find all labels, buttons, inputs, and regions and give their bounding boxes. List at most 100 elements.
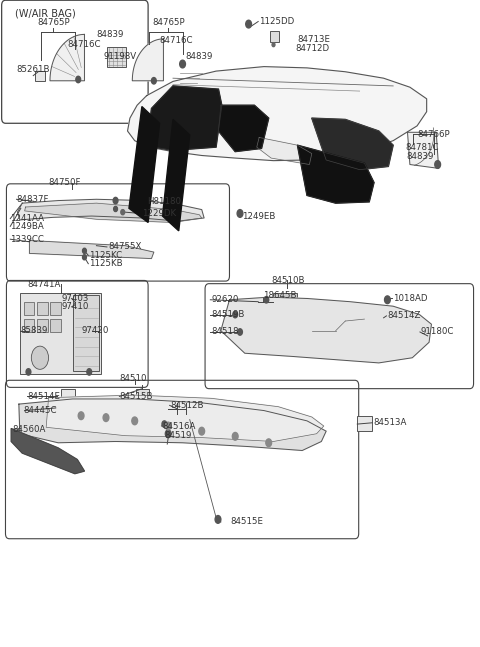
Bar xyxy=(73,295,99,371)
Text: 97420: 97420 xyxy=(81,326,108,335)
Bar xyxy=(50,319,61,332)
Bar xyxy=(104,205,130,213)
Circle shape xyxy=(237,210,243,217)
Bar xyxy=(37,319,48,332)
Circle shape xyxy=(83,255,86,260)
Text: 84839: 84839 xyxy=(407,151,434,160)
Circle shape xyxy=(121,210,125,215)
Polygon shape xyxy=(19,399,326,450)
Circle shape xyxy=(103,414,109,421)
Text: 1229DK: 1229DK xyxy=(142,209,176,218)
Polygon shape xyxy=(218,105,269,151)
Text: 84510B: 84510B xyxy=(271,276,305,285)
Circle shape xyxy=(233,311,238,318)
Text: (W/AIR BAG): (W/AIR BAG) xyxy=(15,9,76,19)
Circle shape xyxy=(132,417,138,424)
Polygon shape xyxy=(221,297,432,363)
Polygon shape xyxy=(24,203,202,223)
Bar xyxy=(37,302,48,315)
Text: 84781C: 84781C xyxy=(405,142,439,151)
Text: 84513A: 84513A xyxy=(373,419,407,427)
Text: 84514E: 84514E xyxy=(27,392,60,401)
Bar xyxy=(185,94,214,118)
Text: 97410: 97410 xyxy=(62,302,89,311)
Circle shape xyxy=(246,20,252,28)
Circle shape xyxy=(113,197,118,204)
Text: 84713E: 84713E xyxy=(298,35,330,44)
Circle shape xyxy=(26,369,31,375)
Text: 84515E: 84515E xyxy=(230,518,264,527)
Text: 1241AA: 1241AA xyxy=(10,214,44,223)
Text: 1249EB: 1249EB xyxy=(242,212,276,221)
Polygon shape xyxy=(408,132,439,168)
Circle shape xyxy=(199,427,204,435)
Text: 84512B: 84512B xyxy=(170,401,204,410)
Text: 84839: 84839 xyxy=(185,52,212,61)
Text: 1125DD: 1125DD xyxy=(259,17,294,26)
Circle shape xyxy=(83,248,86,254)
Bar xyxy=(24,302,34,315)
Text: 84837F: 84837F xyxy=(16,195,48,204)
Bar xyxy=(24,319,34,332)
Bar xyxy=(273,293,298,303)
Bar xyxy=(270,30,279,42)
Polygon shape xyxy=(50,34,84,81)
Text: 84516A: 84516A xyxy=(162,421,196,430)
Text: 84519: 84519 xyxy=(164,430,192,439)
Circle shape xyxy=(152,78,156,84)
Text: 1018AD: 1018AD xyxy=(393,294,428,303)
Text: 84839: 84839 xyxy=(96,30,124,39)
Circle shape xyxy=(264,296,269,303)
Text: 84716C: 84716C xyxy=(159,36,193,45)
Circle shape xyxy=(232,432,238,440)
Text: 84716C: 84716C xyxy=(68,39,101,49)
Circle shape xyxy=(76,76,81,83)
Text: 1339CC: 1339CC xyxy=(10,235,44,244)
Circle shape xyxy=(435,160,441,168)
Polygon shape xyxy=(11,428,84,474)
Text: 84766P: 84766P xyxy=(417,130,450,138)
Text: 84755X: 84755X xyxy=(108,243,142,252)
Text: 84518: 84518 xyxy=(211,327,239,336)
Polygon shape xyxy=(128,67,427,160)
Text: 91180C: 91180C xyxy=(421,327,454,336)
Circle shape xyxy=(165,430,171,437)
Bar xyxy=(107,47,126,67)
Text: 84560A: 84560A xyxy=(12,424,46,433)
Circle shape xyxy=(87,369,92,375)
Text: 1125KB: 1125KB xyxy=(89,259,123,269)
Text: 84741A: 84741A xyxy=(27,280,60,289)
Circle shape xyxy=(78,412,84,419)
Text: 91198V: 91198V xyxy=(104,52,137,61)
Text: 84445C: 84445C xyxy=(24,406,57,415)
Text: 97403: 97403 xyxy=(62,294,89,303)
Text: 84514Z: 84514Z xyxy=(387,311,421,320)
Bar xyxy=(136,389,149,397)
Circle shape xyxy=(215,516,221,523)
Bar xyxy=(187,96,211,116)
Circle shape xyxy=(165,422,171,430)
Text: 92620: 92620 xyxy=(211,295,239,304)
Text: 1125KC: 1125KC xyxy=(89,251,122,260)
Polygon shape xyxy=(46,395,324,441)
Polygon shape xyxy=(149,86,222,150)
Bar xyxy=(357,416,372,430)
Circle shape xyxy=(266,439,272,446)
Text: 84519B: 84519B xyxy=(211,310,245,319)
Bar xyxy=(60,389,75,401)
Text: 84515B: 84515B xyxy=(120,392,153,401)
Text: 84765P: 84765P xyxy=(37,18,70,27)
Polygon shape xyxy=(162,120,190,231)
Text: 84750F: 84750F xyxy=(48,178,81,187)
Polygon shape xyxy=(129,107,159,223)
Circle shape xyxy=(162,421,167,427)
Text: 84510: 84510 xyxy=(120,375,147,384)
Polygon shape xyxy=(132,39,163,81)
Circle shape xyxy=(238,329,242,335)
Bar xyxy=(20,293,101,375)
Polygon shape xyxy=(312,118,393,170)
Text: 1249BA: 1249BA xyxy=(10,222,44,231)
Circle shape xyxy=(180,60,185,68)
Circle shape xyxy=(140,205,144,210)
Polygon shape xyxy=(17,199,204,221)
